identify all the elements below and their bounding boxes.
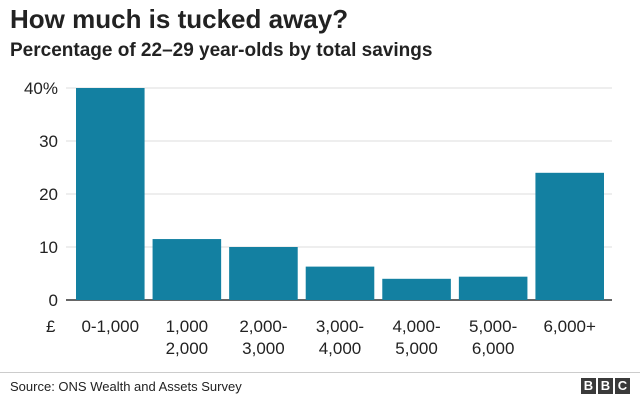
y-tick-label: 30 <box>39 132 58 151</box>
logo-letter: B <box>598 378 613 394</box>
y-tick-label: 0 <box>49 291 58 310</box>
x-tick-label: 5,000- <box>469 317 517 336</box>
bar <box>305 266 375 300</box>
x-tick-label: 1,000 <box>166 317 209 336</box>
x-tick-label: 3,000- <box>316 317 364 336</box>
logo-letter: B <box>581 378 596 394</box>
x-tick-label: 2,000 <box>166 339 209 358</box>
logo-letter: C <box>615 378 630 394</box>
bbc-logo: B B C <box>581 378 630 394</box>
x-tick-label: 5,000 <box>395 339 438 358</box>
x-tick-label: 6,000 <box>472 339 515 358</box>
footer-divider <box>0 372 640 373</box>
x-tick-label: 3,000 <box>242 339 285 358</box>
bar <box>382 278 451 300</box>
x-tick-label: 0-1,000 <box>81 317 139 336</box>
chart-title: How much is tucked away? <box>10 4 349 34</box>
x-tick-label: 6,000+ <box>543 317 596 336</box>
bar <box>229 247 298 300</box>
bar <box>152 239 222 300</box>
y-tick-label: 20 <box>39 185 58 204</box>
x-tick-label: 4,000 <box>319 339 362 358</box>
bar <box>535 172 604 300</box>
bar <box>458 276 528 300</box>
x-tick-label: 2,000- <box>239 317 287 336</box>
chart-subtitle: Percentage of 22–29 year-olds by total s… <box>10 40 433 61</box>
y-tick-label: 10 <box>39 238 58 257</box>
source-note: Source: ONS Wealth and Assets Survey <box>10 379 242 394</box>
y-tick-label: 40% <box>24 79 58 98</box>
currency-symbol: £ <box>46 317 56 336</box>
bar-chart: 0 10 20 30 40% £ 0-1,000 1,000 2,000 2,000- 3,000 3… <box>24 79 612 358</box>
bar <box>76 88 145 300</box>
x-tick-label: 4,000- <box>392 317 440 336</box>
